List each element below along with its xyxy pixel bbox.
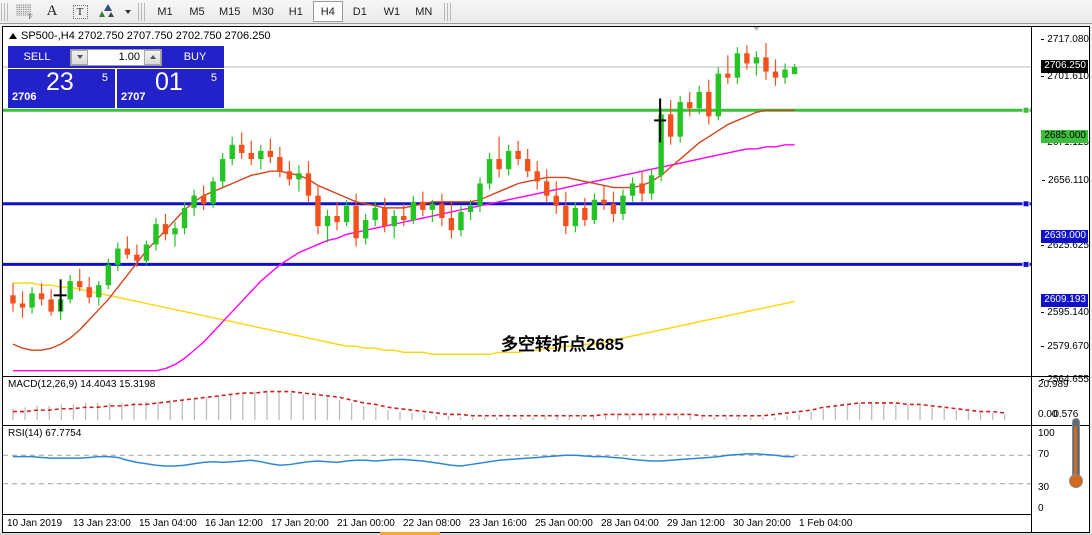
trade-panel-top-row: SELL 1.00 BUY	[8, 46, 224, 68]
chart-annotation-text: 多空转折点2685	[501, 335, 624, 354]
timeframe-h1[interactable]: H1	[288, 5, 303, 18]
timeframe-d1[interactable]: D1	[352, 5, 367, 18]
sell-price-fraction: 5	[101, 72, 108, 84]
crosshair-grid-glyph: F	[15, 3, 33, 21]
macd-axis-bottom: -0.576	[1050, 409, 1079, 420]
macd-subwindow[interactable]: MACD(12,26,9) 14.4043 15.3198	[3, 376, 1031, 424]
one-click-trading-panel[interactable]: SELL 1.00 BUY 2706 23 5	[8, 46, 224, 108]
buy-button[interactable]: BUY	[166, 46, 224, 68]
timeframe-h4[interactable]: H4	[312, 1, 343, 22]
price-axis[interactable]: 2717.080 2701.610 2671.125 2656.110 2625…	[1031, 27, 1089, 532]
price-axis-tick: 2564.655	[1041, 374, 1089, 385]
volume-value[interactable]: 1.00	[118, 51, 140, 63]
time-axis-label: 16 Jan 12:00	[205, 518, 263, 529]
price-axis-tick: 2595.140	[1041, 307, 1089, 318]
crosshair-grid-icon[interactable]: F	[11, 2, 37, 22]
text-box-glyph: T	[72, 4, 88, 19]
time-axis-label: 30 Jan 20:00	[733, 518, 791, 529]
time-axis-label: 15 Jan 04:00	[139, 518, 197, 529]
toolbar-drag-handle[interactable]	[1, 2, 8, 21]
time-axis-label: 21 Jan 00:00	[337, 518, 395, 529]
shapes-dropdown-chevron-down-icon[interactable]	[122, 2, 134, 22]
text-label-glyph: A	[46, 3, 58, 19]
time-axis-label: 10 Jan 2019	[7, 518, 63, 529]
rsi-axis-tick: 70	[1038, 449, 1050, 460]
status-bar	[0, 533, 1092, 535]
chart-plot-area[interactable]: SP500-,H4 2702.750 2707.750 2702.750 270…	[3, 27, 1031, 532]
rsi-subwindow[interactable]: RSI(14) 67.7754	[3, 425, 1031, 516]
macd-axis-zero: 0.00	[1038, 409, 1058, 420]
collapse-triangle-icon[interactable]	[9, 33, 17, 39]
rsi-axis-tick: 100	[1038, 428, 1055, 439]
shapes-templates-glyph	[99, 3, 117, 20]
level-badge-2685[interactable]: 2685.000	[1041, 130, 1088, 143]
time-axis-label: 28 Jan 04:00	[601, 518, 659, 529]
sell-price-prefix: 2706	[12, 91, 37, 103]
volume-field-wrapper: 1.00	[66, 46, 166, 68]
volume-stepper[interactable]: 1.00	[70, 48, 162, 66]
sell-price-big: 23	[46, 68, 74, 96]
time-axis-label: 17 Jan 20:00	[271, 518, 329, 529]
time-axis-label: 25 Jan 00:00	[535, 518, 593, 529]
rsi-axis: 100 70 30 0	[1032, 425, 1089, 516]
volume-increase-chevron-up-icon[interactable]	[144, 49, 161, 65]
rsi-axis-tick: 0	[1038, 503, 1044, 514]
symbol-header-text: SP500-,H4 2702.750 2707.750 2702.750 270…	[21, 30, 271, 42]
crosshair-grid-letter: F	[28, 12, 33, 21]
timeframe-m30[interactable]: M30	[252, 5, 274, 18]
macd-axis-top: 20.989	[1038, 379, 1069, 390]
text-label-icon[interactable]: A	[39, 2, 65, 22]
rsi-axis-tick: 30	[1038, 482, 1050, 493]
sell-price-cell[interactable]: 2706 23 5	[8, 69, 115, 108]
symbol-header: SP500-,H4 2702.750 2707.750 2702.750 270…	[9, 30, 271, 42]
macd-svg	[12, 390, 1006, 421]
current-price-badge: 2706.250	[1041, 60, 1088, 73]
taskbar-activity-indicator	[380, 532, 440, 535]
timeframe-m5[interactable]: M5	[189, 5, 205, 18]
price-axis-tick: 2656.110	[1042, 175, 1089, 186]
toolbar-separator-end	[443, 2, 451, 21]
timeframe-mn[interactable]: MN	[415, 5, 433, 18]
time-axis[interactable]: 10 Jan 2019 13 Jan 23:00 15 Jan 04:00 16…	[3, 514, 1031, 532]
time-axis-label: 1 Feb 04:00	[799, 518, 853, 529]
chart-toolbar: F A T M1 M5 M15 M30 H1 H4 D1 W1 MN	[0, 0, 1092, 24]
time-axis-label: 22 Jan 08:00	[403, 518, 461, 529]
price-axis-tick: 2717.080	[1041, 34, 1089, 45]
price-axis-tick: 2579.670	[1041, 341, 1089, 352]
buy-price-big: 01	[155, 68, 183, 96]
macd-axis: 20.989 0.00 -0.576	[1032, 376, 1089, 424]
time-axis-label: 13 Jan 23:00	[73, 518, 131, 529]
trade-panel-price-row: 2706 23 5 2707 01 5	[8, 69, 224, 108]
shapes-templates-icon[interactable]	[95, 2, 121, 22]
buy-price-prefix: 2707	[121, 91, 146, 103]
toolbar-separator	[138, 2, 145, 21]
rsi-svg	[3, 453, 1031, 485]
timeframe-w1[interactable]: W1	[383, 5, 401, 18]
level-badge-2609[interactable]: 2609.193	[1041, 294, 1088, 307]
time-axis-label: 23 Jan 16:00	[469, 518, 527, 529]
sell-button[interactable]: SELL	[8, 46, 66, 68]
price-axis-tick: 2625.625	[1041, 240, 1089, 251]
timeframe-m15[interactable]: M15	[219, 5, 241, 18]
rsi-label: RSI(14) 67.7754	[8, 428, 82, 439]
timeframe-m1[interactable]: M1	[157, 5, 173, 18]
level-badge-2639[interactable]: 2639.000	[1041, 230, 1088, 243]
price-axis-tick: 2701.610	[1041, 71, 1089, 82]
slider-thumb[interactable]	[1069, 474, 1083, 488]
chart-window[interactable]: SP500-,H4 2702.750 2707.750 2702.750 270…	[2, 26, 1090, 533]
scale-slider-thermometer-icon[interactable]	[1068, 418, 1084, 508]
macd-label: MACD(12,26,9) 14.4043 15.3198	[8, 379, 156, 390]
slider-fill	[1074, 426, 1077, 484]
volume-decrease-chevron-down-icon[interactable]	[71, 49, 88, 65]
buy-price-cell[interactable]: 2707 01 5	[117, 69, 224, 108]
text-box-icon[interactable]: T	[67, 2, 93, 22]
time-axis-label: 29 Jan 12:00	[667, 518, 725, 529]
buy-price-fraction: 5	[210, 72, 217, 84]
